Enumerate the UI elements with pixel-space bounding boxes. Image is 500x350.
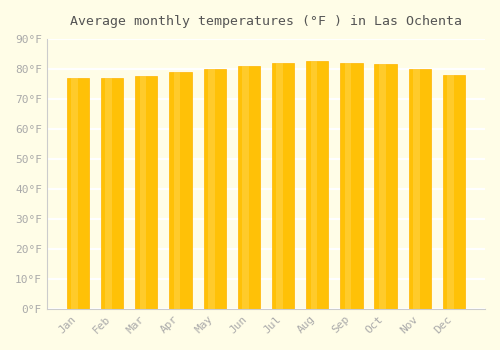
Bar bbox=[208, 69, 214, 309]
Bar bbox=[71, 78, 78, 309]
Bar bbox=[413, 69, 420, 309]
Bar bbox=[101, 78, 123, 309]
Bar bbox=[242, 66, 249, 309]
Bar bbox=[310, 61, 317, 309]
Bar bbox=[340, 63, 362, 309]
Bar bbox=[379, 64, 386, 309]
Bar bbox=[174, 72, 180, 309]
Bar bbox=[135, 76, 158, 309]
Bar bbox=[443, 75, 465, 309]
Bar bbox=[238, 66, 260, 309]
Bar bbox=[344, 63, 352, 309]
Bar bbox=[170, 72, 192, 309]
Bar bbox=[140, 76, 146, 309]
Bar bbox=[408, 69, 431, 309]
Bar bbox=[272, 63, 294, 309]
Bar bbox=[67, 78, 89, 309]
Bar bbox=[106, 78, 112, 309]
Title: Average monthly temperatures (°F ) in Las Ochenta: Average monthly temperatures (°F ) in La… bbox=[70, 15, 462, 28]
Bar bbox=[204, 69, 226, 309]
Bar bbox=[276, 63, 283, 309]
Bar bbox=[374, 64, 396, 309]
Bar bbox=[448, 75, 454, 309]
Bar bbox=[306, 61, 328, 309]
